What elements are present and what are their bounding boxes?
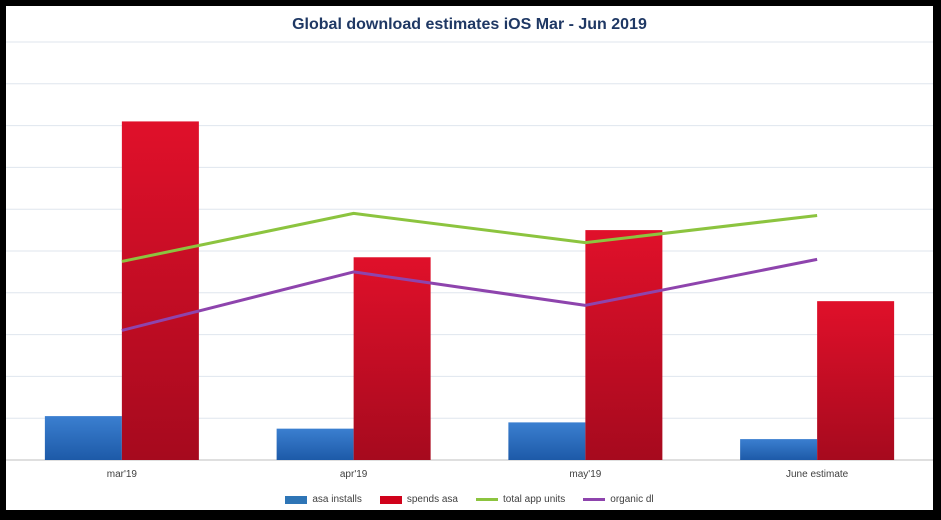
legend-label: organic dl (610, 494, 654, 505)
x-tick-label: may'19 (569, 469, 601, 480)
chart-frame: Global download estimates iOS Mar - Jun … (6, 6, 933, 510)
chart-title: Global download estimates iOS Mar - Jun … (292, 16, 647, 33)
legend-label: total app units (503, 494, 566, 505)
plot-area: mar'19 apr'19 may'19 June estimate (6, 41, 933, 480)
legend-label: asa installs (312, 494, 362, 505)
legend-item-spends-asa: spends asa (379, 494, 458, 505)
bar-spends-asa-1 (353, 257, 431, 460)
bar-asa-installs-3 (740, 439, 818, 460)
line-organic-dl (121, 257, 818, 332)
bar-asa-installs-0 (44, 416, 122, 460)
x-tick-label: apr'19 (340, 469, 368, 480)
legend-item-asa-installs: asa installs (285, 494, 362, 505)
legend-swatch (379, 495, 402, 504)
line-total-app-units (121, 211, 818, 263)
bar-spends-asa-3 (817, 301, 895, 460)
legend-swatch (583, 498, 606, 501)
bar-asa-installs-1 (276, 428, 354, 460)
legend-swatch (285, 495, 308, 504)
x-tick-label: June estimate (786, 469, 849, 480)
legend-item-organic-dl: organic dl (583, 494, 654, 505)
x-tick-label: mar'19 (107, 469, 138, 480)
legend-label: spends asa (406, 494, 458, 505)
legend-swatch (476, 498, 498, 501)
legend: asa installs spends asa total app units org… (6, 494, 933, 505)
bar-spends-asa-0 (121, 121, 199, 461)
legend-item-total-app-units: total app units (476, 494, 565, 505)
bar-spends-asa-2 (585, 230, 663, 460)
bar-asa-installs-2 (508, 422, 586, 460)
